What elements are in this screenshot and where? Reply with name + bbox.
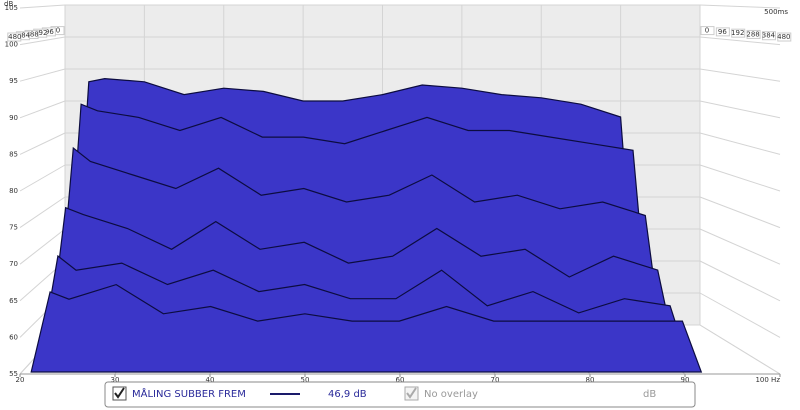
- z-tick-label: 288: [25, 30, 38, 38]
- x-tick-label: 40: [206, 376, 215, 384]
- z-tick-label: 96: [45, 28, 54, 36]
- grid-line: [699, 260, 781, 302]
- grid-line: [699, 164, 781, 192]
- x-tick-label: 60: [396, 376, 405, 384]
- x-tick-label: 30: [111, 376, 120, 384]
- legend-value: 46,9 dB: [328, 389, 367, 400]
- grid-line: [699, 292, 781, 338]
- grid-line: [19, 132, 66, 155]
- grid-line: [699, 228, 781, 265]
- grid-line: [19, 68, 66, 82]
- overlay-unit: dB: [643, 389, 656, 400]
- grid-line: [19, 4, 66, 9]
- z-tick-label: 192: [34, 29, 47, 37]
- time-label: 500ms: [764, 8, 788, 16]
- x-tick-label: 80: [586, 376, 595, 384]
- grid-line: [699, 100, 781, 119]
- y-tick-label: 90: [9, 114, 18, 122]
- grid-line: [19, 164, 66, 192]
- y-axis-label: dB: [4, 0, 13, 8]
- y-tick-label: 60: [9, 333, 18, 341]
- grid-line: [699, 4, 781, 9]
- z-tick-box: [777, 32, 792, 42]
- y-tick-label: 85: [9, 150, 18, 158]
- z-tick-label: 288: [746, 30, 759, 38]
- z-tick-box: [761, 31, 776, 41]
- y-tick-label: 75: [9, 224, 18, 232]
- x-tick-label: 100 Hz: [755, 376, 780, 384]
- y-tick-label: 105: [5, 4, 18, 12]
- z-tick-label: 0: [56, 27, 60, 35]
- z-tick-box: [731, 28, 746, 38]
- y-tick-label: 80: [9, 187, 18, 195]
- grid-line: [19, 36, 66, 46]
- z-tick-label: 384: [17, 32, 31, 40]
- y-tick-label: 70: [9, 260, 18, 268]
- grid-line: [699, 36, 781, 46]
- x-tick-label: 90: [681, 376, 690, 384]
- grid-line: [19, 228, 66, 265]
- x-tick-label: 20: [16, 376, 25, 384]
- grid-line: [699, 68, 781, 82]
- z-tick-box: [715, 27, 730, 37]
- grid-line: [19, 100, 66, 119]
- legend-label: MÅLING SUBBER FREM: [132, 387, 246, 400]
- grid-line: [19, 196, 66, 229]
- z-tick-label: 192: [731, 29, 744, 37]
- overlay-label: No overlay: [424, 389, 478, 400]
- z-tick-box: [7, 32, 22, 42]
- y-tick-label: 55: [9, 370, 18, 378]
- z-tick-label: 96: [718, 28, 727, 36]
- grid-line: [699, 196, 781, 229]
- z-tick-box: [746, 29, 761, 39]
- z-tick-box: [700, 26, 715, 36]
- grid-line: [699, 324, 781, 375]
- x-tick-label: 70: [491, 376, 500, 384]
- z-tick-label: 480: [8, 33, 21, 41]
- y-tick-label: 95: [9, 77, 18, 85]
- y-tick-label: 65: [9, 297, 18, 305]
- y-tick-label: 100: [5, 41, 18, 49]
- grid-line: [699, 132, 781, 155]
- check-mark: [114, 387, 125, 399]
- waterfall-slice: [30, 283, 703, 373]
- z-tick-label: 384: [762, 32, 776, 40]
- z-tick-label: 480: [777, 33, 790, 41]
- x-tick-label: 50: [301, 376, 310, 384]
- legend-box: [104, 381, 696, 408]
- z-tick-label: 0: [705, 27, 709, 35]
- check-mark: [406, 387, 417, 399]
